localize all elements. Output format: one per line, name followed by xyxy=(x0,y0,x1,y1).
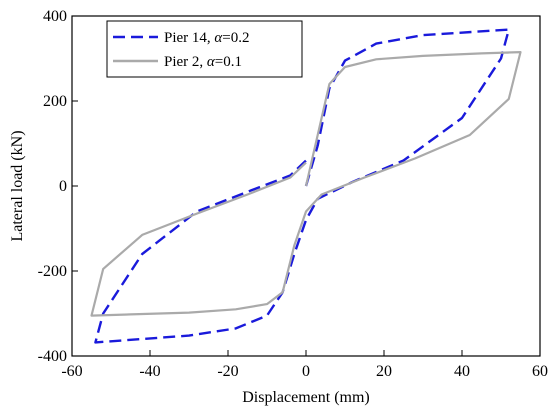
x-axis-title: Displacement (mm) xyxy=(242,389,370,406)
legend-label-pier14: Pier 14, α=0.2 xyxy=(164,30,250,46)
legend-box xyxy=(106,20,303,78)
x-tick-label: -60 xyxy=(61,363,82,380)
y-tick-label: 400 xyxy=(43,8,67,25)
legend-label-pier2: Pier 2, α=0.1 xyxy=(164,54,242,70)
x-tick-label: -20 xyxy=(217,363,238,380)
series-line-pier2 xyxy=(90,50,522,317)
x-tick-label: 40 xyxy=(454,363,470,380)
y-tick-label: -400 xyxy=(38,348,67,365)
x-tick-label: 0 xyxy=(302,363,310,380)
series-line-pier14 xyxy=(94,28,510,344)
y-tick-label: 0 xyxy=(59,178,67,195)
x-tick-label: 20 xyxy=(376,363,392,380)
legend: Pier 14, α=0.2 Pier 2, α=0.1 xyxy=(106,20,303,78)
x-tick-label: 60 xyxy=(532,363,548,380)
x-tick-label: -40 xyxy=(139,363,160,380)
y-tick-label: 200 xyxy=(43,93,67,110)
y-axis-title: Lateral load (kN) xyxy=(9,130,26,241)
y-tick-label: -200 xyxy=(38,263,67,280)
series-layer xyxy=(90,28,522,344)
